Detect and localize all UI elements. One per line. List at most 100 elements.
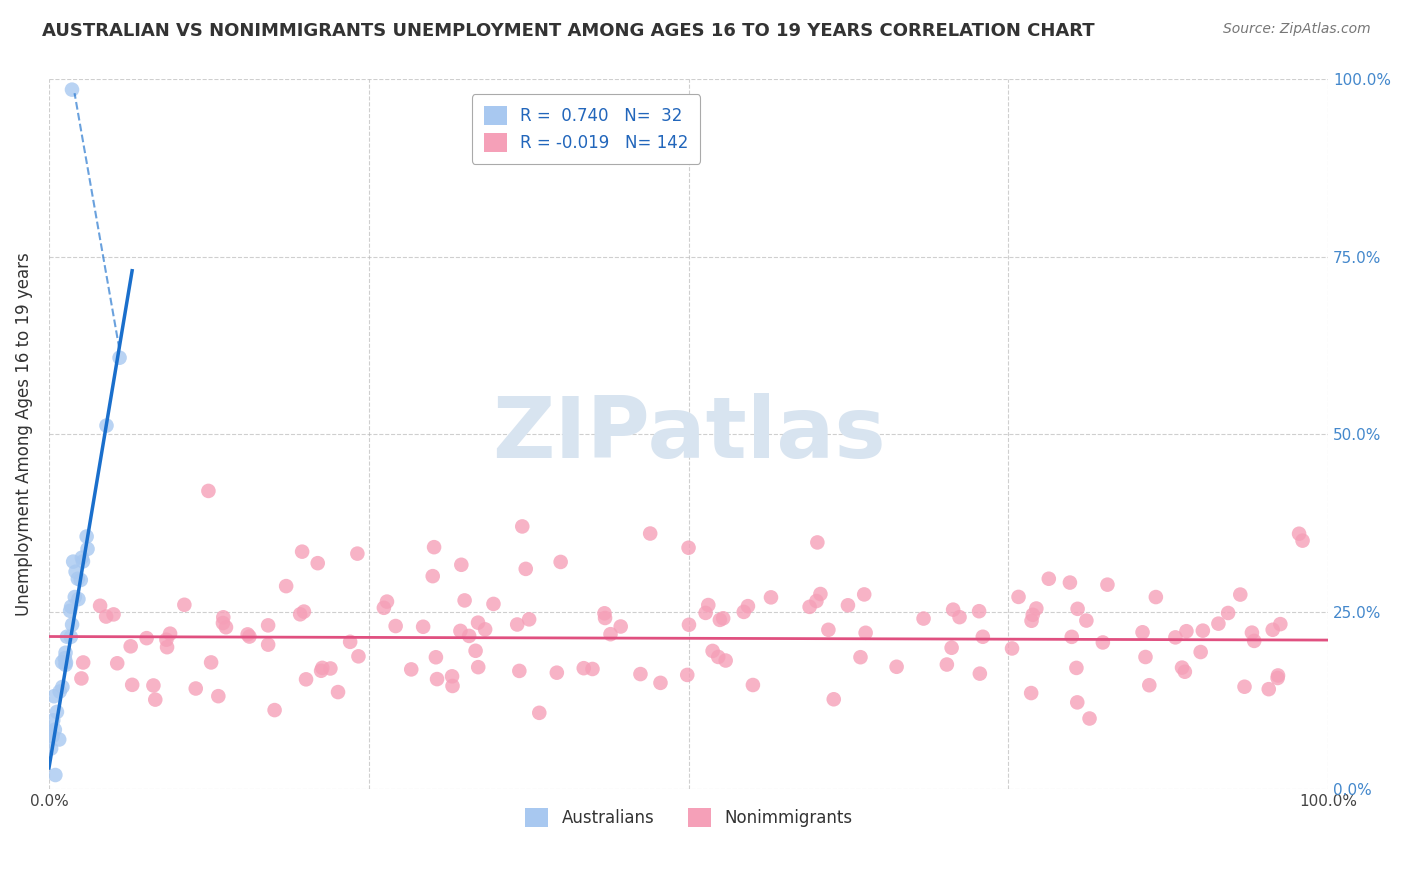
Point (384, 619, 406, 633)
Point (849, 650, 872, 665)
Point (709, 613, 731, 627)
Point (42, 689, 65, 703)
Point (103, 607, 125, 622)
Point (1243, 633, 1265, 648)
Point (67, 592, 90, 607)
Point (1060, 630, 1083, 644)
Point (1022, 607, 1045, 622)
Point (1229, 588, 1251, 602)
Point (1019, 686, 1042, 700)
Point (1025, 601, 1047, 615)
Point (307, 556, 329, 570)
Point (89, 599, 111, 613)
Point (66, 572, 89, 586)
Point (212, 615, 235, 630)
Point (143, 692, 166, 706)
Point (1291, 533, 1313, 548)
Point (1135, 650, 1157, 665)
Point (48, 684, 70, 698)
Point (737, 599, 759, 614)
Point (806, 535, 828, 549)
Point (120, 640, 142, 654)
Point (215, 620, 238, 634)
Point (702, 644, 724, 658)
Point (292, 605, 315, 619)
Point (546, 665, 568, 680)
Point (295, 673, 318, 687)
Point (912, 611, 935, 625)
Point (59, 604, 82, 618)
Point (347, 649, 370, 664)
Point (1066, 602, 1088, 616)
Point (1078, 712, 1101, 726)
Point (941, 640, 963, 655)
Point (55, 657, 77, 672)
Point (1267, 671, 1289, 685)
Point (855, 625, 877, 640)
Point (76, 529, 98, 543)
Text: ZIPatlas: ZIPatlas (492, 392, 886, 475)
Point (1171, 660, 1194, 674)
Point (1038, 572, 1060, 586)
Point (375, 594, 398, 608)
Point (412, 620, 434, 634)
Point (65, 565, 87, 579)
Point (207, 689, 229, 703)
Point (609, 619, 631, 633)
Text: AUSTRALIAN VS NONIMMIGRANTS UNEMPLOYMENT AMONG AGES 16 TO 19 YEARS CORRELATION C: AUSTRALIAN VS NONIMMIGRANTS UNEMPLOYMENT… (42, 22, 1095, 40)
Point (969, 666, 991, 681)
Point (291, 544, 314, 558)
Point (425, 650, 447, 665)
Point (517, 612, 540, 626)
Point (72, 656, 94, 670)
Point (1066, 661, 1088, 675)
Point (1174, 665, 1197, 679)
Point (967, 604, 990, 618)
Point (94, 609, 117, 624)
Point (45, 705, 67, 719)
Point (1240, 625, 1263, 640)
Point (1267, 668, 1289, 682)
Point (1270, 617, 1292, 632)
Point (506, 617, 529, 632)
Point (638, 526, 661, 541)
Point (482, 597, 505, 611)
Point (309, 664, 332, 678)
Point (515, 562, 537, 576)
Point (1257, 682, 1279, 697)
Point (76, 541, 98, 556)
Point (263, 703, 285, 717)
Point (759, 591, 782, 605)
Point (1216, 606, 1239, 620)
Point (51, 680, 73, 694)
Point (935, 657, 957, 672)
Point (48, 732, 70, 747)
Point (69, 573, 91, 587)
Point (676, 668, 699, 682)
Point (51, 655, 73, 669)
Point (236, 627, 259, 641)
Point (1097, 577, 1119, 591)
Point (63, 590, 86, 604)
Point (697, 598, 720, 612)
Point (1191, 624, 1213, 638)
Point (1288, 526, 1310, 541)
Point (733, 605, 755, 619)
Point (1059, 575, 1081, 590)
Point (423, 540, 446, 554)
Point (41, 729, 63, 743)
Point (62, 555, 84, 569)
Point (108, 351, 131, 365)
Point (464, 644, 486, 658)
Text: Source: ZipAtlas.com: Source: ZipAtlas.com (1223, 22, 1371, 37)
Point (156, 640, 179, 655)
Point (593, 611, 616, 625)
Point (39, 726, 62, 740)
Point (105, 657, 128, 671)
Point (39, 725, 62, 739)
Point (741, 678, 763, 692)
Point (135, 631, 157, 645)
Point (339, 635, 361, 649)
Point (159, 626, 181, 640)
Point (212, 610, 235, 624)
